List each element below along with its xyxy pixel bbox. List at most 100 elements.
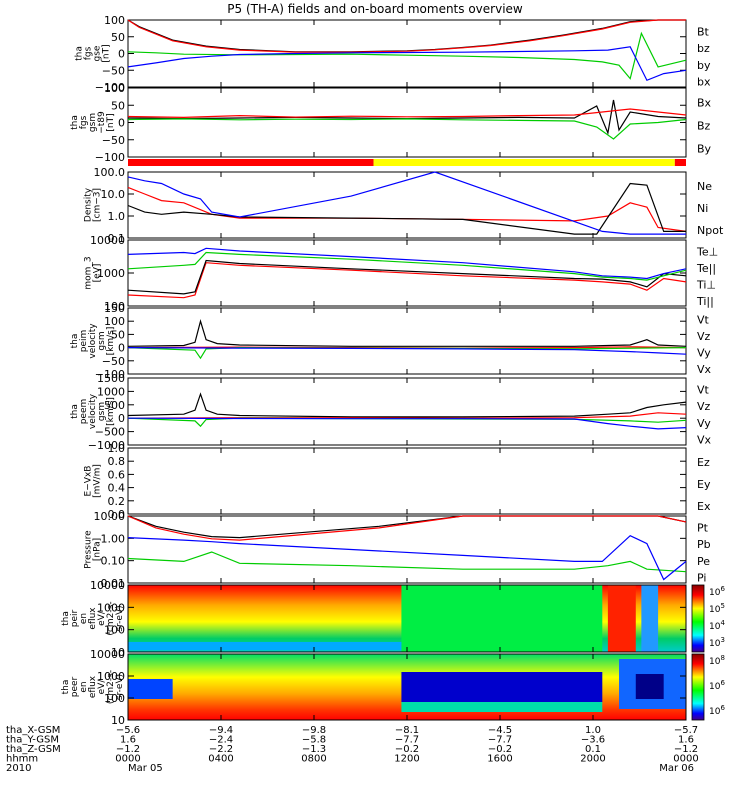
series-line-Pi xyxy=(127,534,687,581)
y-tick-label: 1.00 xyxy=(101,532,126,545)
y-tick-label: 100 xyxy=(104,624,125,637)
panel-temperature: mom_3 [eV] 10000 1000 100 Te⊥ Te|| Ti⊥ Ti|| xyxy=(84,234,719,313)
y-tick-label: 10.00 xyxy=(94,510,126,523)
x-axis-tick-value: 1600 xyxy=(487,754,512,765)
colorbar xyxy=(691,653,705,721)
spectrogram-region xyxy=(128,679,173,699)
x-axis-tick-value: −0.2 xyxy=(395,744,419,755)
colorbar-tick-label: 103 xyxy=(709,636,725,649)
spectrogram-region xyxy=(401,672,603,702)
legend-entry: Pt xyxy=(697,521,709,534)
legend-entry: Te|| xyxy=(696,262,716,275)
panel-frame xyxy=(127,19,687,88)
panel-frame xyxy=(127,377,687,446)
series-line-Te⊥ xyxy=(127,262,687,299)
y-tick-label: 100.0 xyxy=(94,166,126,179)
x-axis-tick-value: −3.6 xyxy=(581,735,605,746)
y-axis-label: eV/ xyxy=(97,610,107,626)
y-axis-label-group: Pressure [nPa] xyxy=(84,530,103,569)
legend-entry: Pb xyxy=(697,538,711,551)
panel-pressure: Pressure [nPa] 10.00 1.00 0.10 0.01 Pt Pb Pe Pi xyxy=(84,510,711,590)
y-axis-label: −t89 xyxy=(97,111,107,134)
y-axis-label-group: tha peim velocity gsm [km/s] xyxy=(70,323,116,359)
y-axis-label: gsm xyxy=(97,331,107,350)
legend-entry: bz xyxy=(697,42,710,55)
y-tick-label: −1000 xyxy=(88,439,125,452)
y-tick-label: −50 xyxy=(102,134,125,147)
x-axis-labels: tha_X-GSM −5.6 −9.4 −9.8 −8.1 −4.5 1.0 −5.7 tha_… xyxy=(6,725,699,774)
y-axis-label: E−VxB xyxy=(84,466,94,497)
series-line-By xyxy=(127,118,687,140)
y-tick-label: 0.6 xyxy=(108,468,126,481)
y-axis-label: en xyxy=(79,613,89,624)
mode-bar xyxy=(128,159,686,166)
y-axis-label: tha xyxy=(61,611,71,626)
y-axis-label: [km/s] xyxy=(106,327,116,356)
y-tick-label: 100 xyxy=(104,14,125,27)
legend-entry: Vy xyxy=(697,417,711,430)
legend-entry: Bz xyxy=(697,120,711,133)
x-axis-tick-value: 1.0 xyxy=(585,725,601,736)
y-axis-label: peir xyxy=(70,609,80,627)
y-axis-label: tha xyxy=(75,46,85,61)
x-axis-row-label: hhmm xyxy=(6,754,38,765)
y-axis-label: [cm−3] xyxy=(93,188,103,222)
y-axis-label-group: mom_3 [eV] xyxy=(84,256,103,289)
legend-entry: Vx xyxy=(697,434,712,447)
legend-entry: Ey xyxy=(697,478,711,491)
x-axis-tick-value: 2000 xyxy=(580,754,605,765)
legend-entry: by xyxy=(697,59,711,72)
panel-peer-en-eflux: tha peer en eflux eV/(cm2-s-sr-eV) 108 106 106 1… xyxy=(61,648,725,727)
panel-peim-velocity: tha peim velocity gsm [km/s]150100500−50−100… xyxy=(70,302,712,381)
legend-entry: Vt xyxy=(697,383,710,396)
colorbar xyxy=(691,584,705,653)
y-tick-label: 0.01 xyxy=(101,577,126,590)
x-axis-tick-value: −2.4 xyxy=(209,735,233,746)
y-axis-label: Pressure xyxy=(84,530,94,569)
spectrogram-region xyxy=(607,585,636,652)
y-axis-label: [eV] xyxy=(93,264,103,283)
x-axis-tick-value: 0400 xyxy=(208,754,233,765)
x-axis-tick-value: −1.3 xyxy=(302,744,326,755)
panel-e-vxb: E−VxB [mV/m] 1.00.80.60.40.20.0 Ez Ey Ex xyxy=(84,442,711,521)
series-line-bx xyxy=(127,46,687,82)
panel-frame xyxy=(127,447,687,515)
series-line-Vy xyxy=(127,417,687,428)
y-tick-label: 10 xyxy=(111,646,125,659)
panel-frame xyxy=(127,87,687,158)
legend-entry: Ni xyxy=(697,202,708,215)
y-tick-label: 0.8 xyxy=(108,455,126,468)
x-axis-tick-value: 0.1 xyxy=(585,744,601,755)
y-tick-label: 100 xyxy=(104,300,125,313)
panel-peir-en-eflux: tha peir en eflux eV/(cm2-s-sr-eV) 106 105 104 1… xyxy=(61,579,725,659)
y-tick-label: 10 xyxy=(111,714,125,727)
y-tick-label: 1000 xyxy=(97,601,125,614)
panel-frame xyxy=(127,307,687,375)
y-tick-label: 1000 xyxy=(97,670,125,683)
y-axis-label: [km/s] xyxy=(106,397,116,426)
series-line-Npot xyxy=(127,171,686,235)
y-axis-label: tha xyxy=(70,334,80,349)
legend-entry: Te⊥ xyxy=(696,245,718,258)
series-line-Bx xyxy=(127,99,687,136)
y-axis-label: eflux xyxy=(88,675,98,698)
y-axis-label: [nT] xyxy=(106,113,116,131)
y-axis-label: peer xyxy=(70,676,80,697)
y-tick-label: 10000 xyxy=(90,579,125,592)
legend-entry: Ez xyxy=(697,456,710,469)
x-axis-tick-value: −1.2 xyxy=(116,744,140,755)
legend-entry: Vt xyxy=(697,313,710,326)
y-axis-label: velocity xyxy=(88,323,98,359)
y-tick-label: −100 xyxy=(95,368,125,381)
mode-bar-segment xyxy=(373,159,675,166)
legend-entry: Ti|| xyxy=(696,295,714,308)
y-axis-label-group: tha fgs gsm −t89 [nT] xyxy=(70,111,116,134)
series-line-bz xyxy=(127,19,686,53)
x-axis-tick-value: −7.7 xyxy=(395,735,419,746)
spectrogram-region xyxy=(635,674,664,699)
y-tick-label: 0 xyxy=(118,117,125,130)
x-axis-row-label: tha_X-GSM xyxy=(6,725,60,736)
x-axis-row-label: tha_Z-GSM xyxy=(6,744,61,755)
